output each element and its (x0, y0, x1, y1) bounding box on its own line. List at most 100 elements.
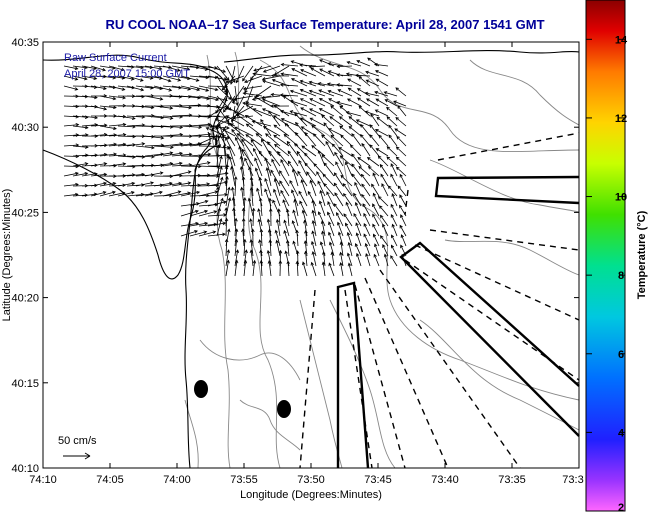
current-arrow (386, 106, 398, 117)
current-arrow (346, 252, 353, 267)
current-arrow (374, 129, 389, 137)
current-arrow (394, 128, 407, 137)
current-arrow (363, 223, 371, 237)
current-arrow (249, 176, 254, 197)
current-arrow (323, 162, 335, 177)
x-tick-label: 73:3 (562, 474, 583, 486)
current-arrow (264, 157, 272, 177)
current-arrow (286, 140, 299, 157)
current-arrow (382, 223, 389, 237)
current-arrow (250, 139, 263, 157)
current-arrow (258, 197, 263, 217)
current-arrow (364, 242, 371, 257)
current-arrow (374, 90, 389, 97)
current-arrow (171, 152, 193, 157)
current-arrow (390, 163, 398, 177)
current-arrow (319, 189, 326, 207)
current-arrow (311, 219, 317, 237)
isobath (184, 399, 199, 469)
current-arrow (367, 165, 380, 177)
current-arrow (144, 171, 164, 177)
current-arrow (321, 134, 335, 147)
current-arrow (241, 138, 254, 157)
current-arrow (399, 173, 407, 187)
current-arrow (90, 105, 108, 111)
current-arrow (360, 133, 371, 147)
legend-raw-current: Raw Surface Current (64, 52, 167, 64)
current-arrow (63, 65, 79, 70)
current-arrow (289, 179, 299, 197)
current-arrow (234, 175, 238, 197)
current-arrow (108, 191, 126, 197)
current-arrow (283, 219, 290, 237)
current-arrow (189, 230, 208, 237)
current-arrow (356, 60, 371, 67)
current-arrow (373, 253, 380, 267)
current-arrow (346, 231, 353, 247)
current-arrow (242, 101, 263, 107)
current-arrow (90, 181, 108, 187)
current-arrow (241, 148, 254, 167)
current-arrow (162, 95, 183, 99)
current-arrow (207, 65, 227, 73)
current-arrow (286, 260, 290, 277)
current-arrow (299, 98, 317, 107)
current-arrow (214, 118, 236, 127)
current-arrow (358, 165, 371, 177)
current-arrow (388, 134, 398, 147)
current-arrow (280, 72, 299, 77)
current-arrow (236, 113, 254, 127)
current-arrow (340, 174, 353, 187)
current-arrow (254, 167, 263, 187)
current-arrow (236, 133, 254, 147)
current-arrow (395, 87, 407, 97)
current-arrow (273, 188, 281, 207)
current-arrow (347, 78, 362, 87)
current-arrow (126, 85, 145, 92)
current-arrow (337, 221, 344, 237)
current-arrow (180, 75, 200, 82)
current-arrow (108, 95, 127, 100)
current-arrow (225, 197, 232, 217)
current-arrow (379, 163, 389, 177)
current-arrow (63, 104, 80, 109)
current-arrow (262, 79, 281, 87)
current-arrow (216, 105, 230, 124)
current-arrow (270, 73, 290, 78)
current-arrow (319, 59, 335, 67)
coastline-brooklyn (42, 54, 228, 141)
current-arrow (225, 115, 245, 127)
isobath (444, 239, 580, 276)
chart-title: RU COOL NOAA–17 Sea Surface Temperature:… (105, 17, 544, 32)
current-arrow (270, 169, 281, 187)
current-arrow (380, 235, 389, 247)
current-arrow (234, 217, 238, 237)
current-arrow (216, 218, 223, 237)
current-arrow (351, 163, 362, 177)
current-arrow (234, 238, 239, 257)
current-arrow (162, 161, 183, 167)
colorbar-tick-label: 8 (618, 270, 624, 282)
colorbar-tick-label: 2 (618, 502, 624, 514)
current-arrow (355, 222, 362, 237)
current-arrow (393, 100, 407, 107)
current-arrow (259, 259, 264, 277)
current-arrow (395, 146, 407, 157)
current-arrow (180, 209, 199, 217)
current-arrow (280, 62, 299, 67)
current-arrow (302, 261, 308, 277)
current-arrow (241, 217, 246, 237)
current-arrow (395, 116, 407, 127)
current-arrow (198, 210, 218, 217)
current-arrow (72, 75, 88, 81)
current-arrow (126, 75, 144, 82)
current-arrow (189, 200, 209, 207)
current-arrow (333, 203, 344, 217)
current-arrow (225, 175, 229, 197)
current-arrow (340, 134, 353, 147)
colorbar-tick-label: 12 (615, 113, 627, 125)
current-arrow (99, 133, 118, 137)
current-arrow (210, 124, 218, 147)
current-arrow (317, 180, 326, 197)
current-arrow (189, 132, 212, 137)
